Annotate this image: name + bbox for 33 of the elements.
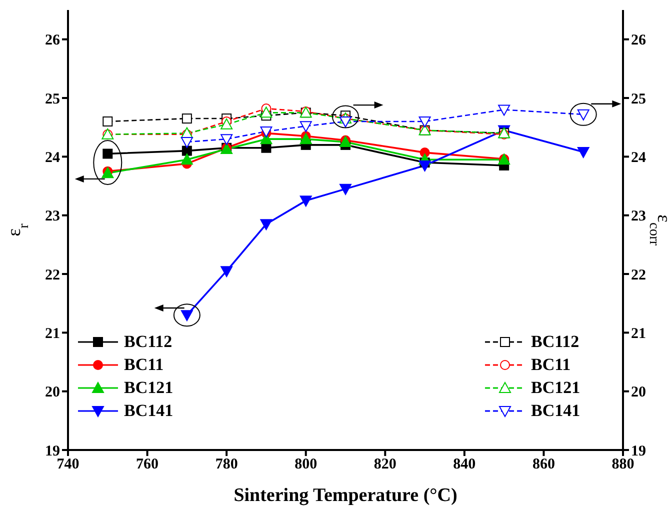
legend-label: BC141 [124,400,174,420]
y-tick-label: 23 [45,208,60,225]
y-tick-label: 26 [45,32,60,49]
y2-tick-label: 20 [631,384,646,401]
y-tick-label: 20 [45,384,60,401]
legend-label: BC112 [531,332,580,352]
x-tick-label: 800 [294,456,318,473]
x-tick-label: 740 [56,456,80,473]
y2-tick-label: 25 [631,91,646,108]
y-tick-label: 21 [45,326,60,342]
x-axis-title: Sintering Temperature (°C) [234,485,458,506]
y-tick-label: 19 [45,443,60,460]
legend-label: BC121 [531,378,580,398]
y2-tick-label: 21 [631,326,646,342]
legend-label: BC11 [124,354,164,374]
x-tick-label: 820 [374,456,396,473]
x-tick-label: 760 [136,456,159,473]
x-tick-label: 860 [532,456,555,473]
y2-tick-label: 26 [631,32,646,49]
y-tick-label: 24 [45,150,60,166]
legend-label: BC141 [531,400,580,420]
x-tick-label: 880 [612,456,634,473]
legend-label: BC11 [531,354,571,374]
y2-tick-label: 23 [631,208,646,225]
y-tick-label: 22 [45,267,60,284]
legend-label: BC121 [124,378,174,398]
y2-tick-label: 22 [631,267,646,284]
y2-tick-label: 24 [631,150,646,166]
x-tick-label: 840 [453,456,476,473]
y2-tick-label: 19 [631,443,646,460]
y-tick-label: 25 [45,91,60,108]
x-tick-label: 780 [215,456,238,473]
legend-label: BC112 [124,332,172,352]
